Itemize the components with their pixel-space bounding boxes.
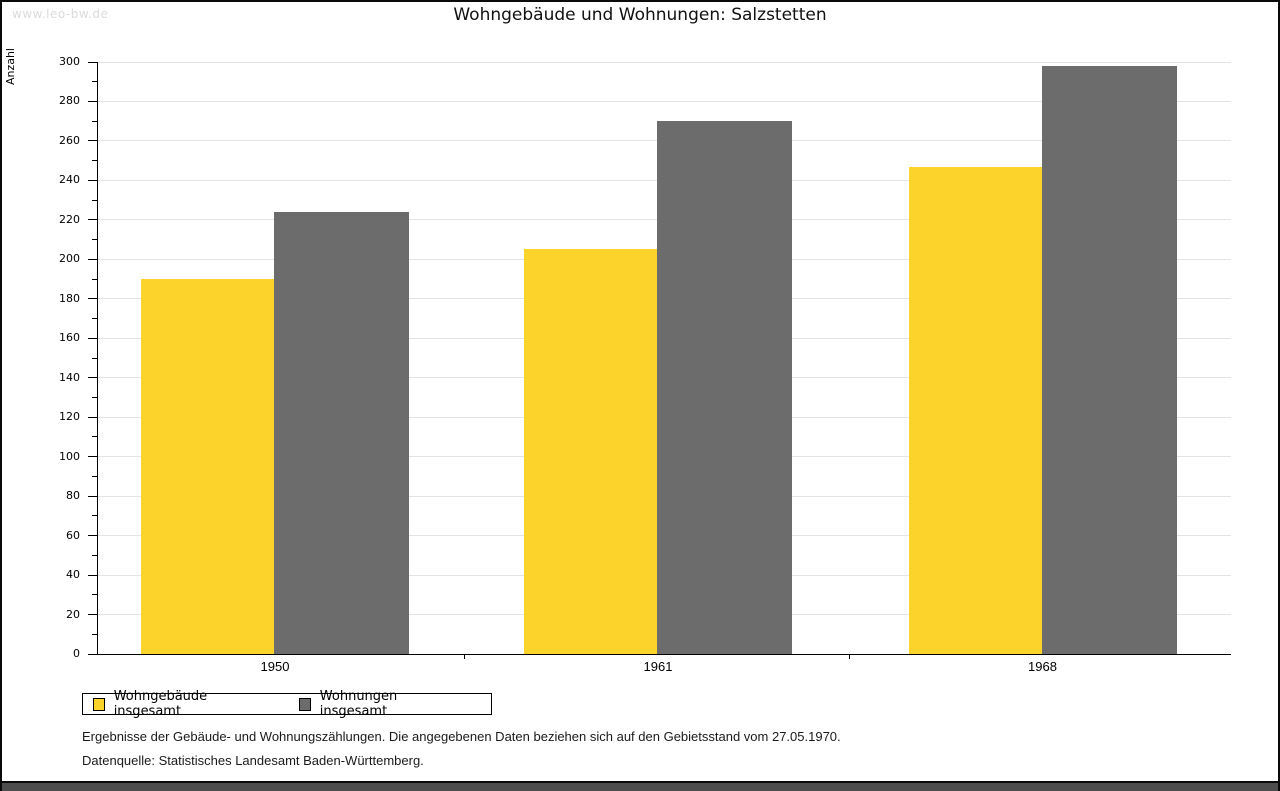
y-tick-label: 80 [66,489,80,503]
y-tick-major [88,456,97,458]
y-tick-major [88,219,97,221]
y-tick-major [88,100,97,102]
y-tick-major [88,535,97,537]
y-tick-minor [92,554,97,556]
y-tick-major [88,495,97,497]
y-tick-label: 200 [59,252,80,266]
y-tick-major [88,653,97,655]
y-tick-major [88,61,97,63]
bar-wohngebaeude [141,279,274,654]
watermark-leo-bw: www.leo-bw.de [12,7,109,21]
bar-wohngebaeude [524,249,657,654]
y-tick-label: 20 [66,607,80,621]
chart-legend: Wohngebäude insgesamt Wohnungen insgesam… [82,689,492,719]
y-tick-label: 260 [59,133,80,147]
y-tick-label: 100 [59,449,80,463]
y-tick-minor [92,594,97,596]
y-tick-minor [92,160,97,162]
x-axis-boundary-tick [464,654,465,659]
x-category-label: 1968 [1028,659,1057,674]
footnote-data-source: Datenquelle: Statistisches Landesamt Bad… [82,753,424,768]
legend-label-wohngebaeude: Wohngebäude insgesamt [113,689,208,719]
y-tick-label: 140 [59,370,80,384]
bar-wohnungen [274,211,409,654]
y-tick-minor [92,81,97,83]
y-tick-label: 120 [59,410,80,424]
legend-swatch-gray-icon [299,697,311,711]
bar-wohngebaeude [908,166,1042,654]
y-tick-minor [92,475,97,477]
y-tick-minor [92,199,97,201]
y-tick-minor [92,318,97,320]
y-tick-major [88,377,97,379]
bottom-window-strip [2,783,1278,791]
legend-swatch-yellow-icon [93,697,105,711]
y-tick-major [88,140,97,142]
y-tick-major [88,574,97,576]
x-category-label: 1961 [643,659,673,674]
axis-corner-line [97,62,106,63]
y-tick-minor [92,396,97,398]
plot-area: 1950 1961 1968 [97,61,1231,674]
x-category-label: 1950 [260,659,290,674]
y-gridline [98,61,1231,63]
y-tick-label: 40 [66,568,80,582]
legend-item-wohnungen: Wohnungen insgesamt [299,689,451,719]
y-tick-label: 220 [59,212,80,226]
y-tick-minor [92,357,97,359]
y-axis: 0 20 40 60 80 100 120 140 160 180 200 220 240 260 280 3… [2,55,97,660]
bar-wohnungen [657,121,792,654]
y-tick-label: 240 [59,173,80,187]
y-tick-major [88,416,97,418]
y-tick-major [88,614,97,616]
bottom-border-line [2,781,1278,783]
y-tick-label: 300 [59,55,80,68]
footnote-source-note: Ergebnisse der Gebäude- und Wohnungszähl… [82,729,841,744]
y-tick-label: 0 [73,647,80,660]
y-tick-label: 60 [66,528,80,542]
y-tick-major [88,337,97,339]
y-tick-minor [92,120,97,122]
y-tick-minor [92,633,97,635]
y-tick-minor [92,239,97,241]
page-title: Wohngebäude und Wohnungen: Salzstetten [453,5,827,25]
x-axis-boundary-tick [849,654,850,659]
y-tick-label: 180 [59,291,80,305]
y-tick-label: 280 [59,94,80,108]
y-tick-major [88,179,97,181]
legend-item-wohngebaeude: Wohngebäude insgesamt [93,689,259,719]
y-tick-major [88,258,97,260]
y-gridline [98,100,1231,102]
y-tick-minor [92,436,97,438]
y-tick-major [88,298,97,300]
bar-wohnungen [1041,65,1177,654]
y-tick-minor [92,278,97,280]
y-tick-label: 160 [59,331,80,345]
y-tick-minor [92,515,97,517]
legend-label-wohnungen: Wohnungen insgesamt [319,689,398,719]
